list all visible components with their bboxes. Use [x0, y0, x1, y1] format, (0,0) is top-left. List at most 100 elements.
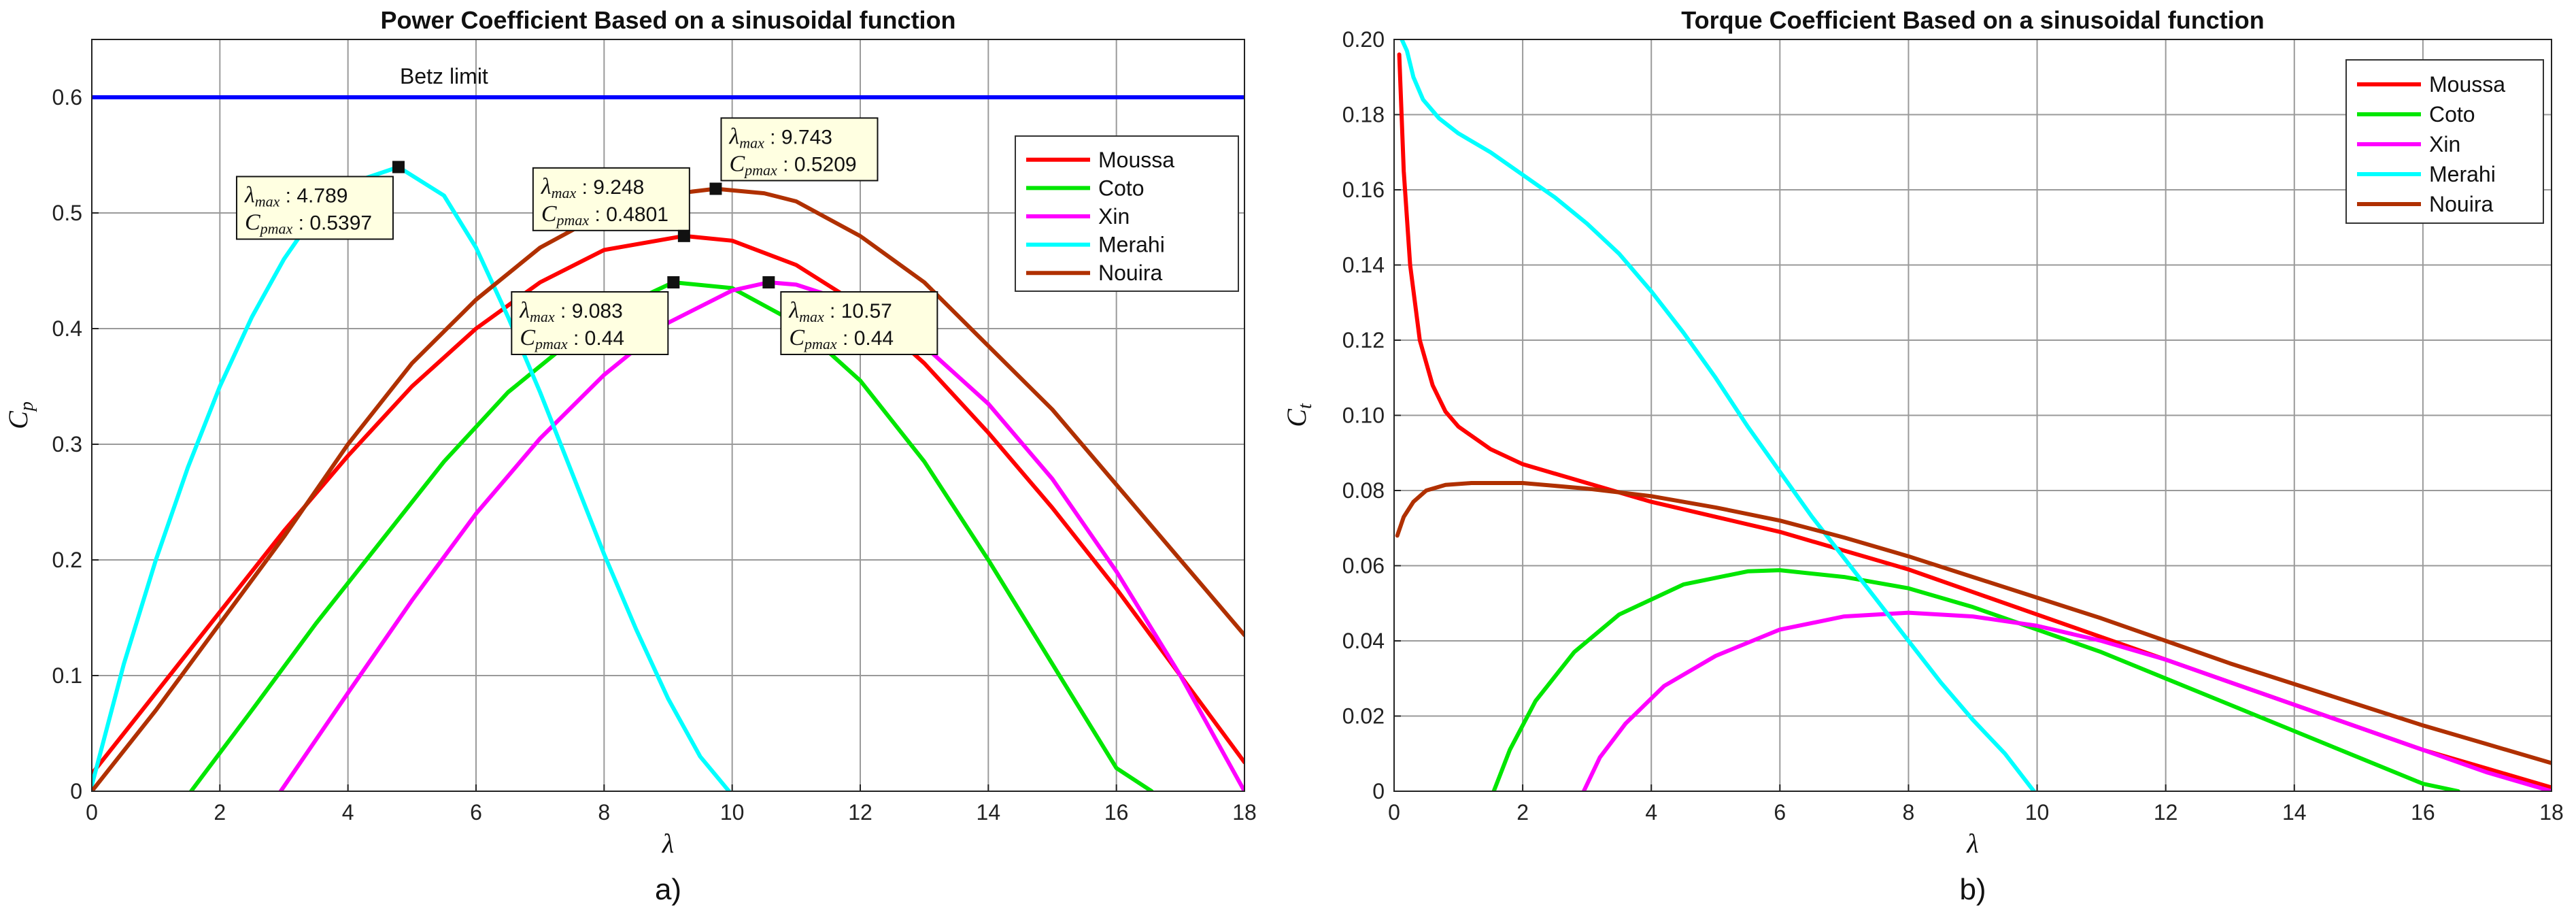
y-axis-label-group: Cp — [3, 401, 37, 429]
datatip-x-value: : — [279, 185, 296, 208]
y-axis-label-main: C — [1281, 408, 1312, 427]
y-tick-label: 0.06 — [1342, 554, 1385, 578]
legend-label-coto: Coto — [2429, 102, 2475, 127]
x-tick-label: 12 — [2154, 800, 2178, 825]
y-axis-label-subscript: p — [16, 401, 37, 412]
pmax-subscript: pmax — [259, 220, 293, 237]
x-tick-label: 0 — [1388, 800, 1400, 825]
datatip-marker — [762, 276, 775, 288]
lambda-symbol: λ — [788, 298, 799, 323]
chart-title: Torque Coefficient Based on a sinusoidal… — [1681, 6, 2264, 34]
datatip-y-number: 0.5209 — [794, 153, 857, 176]
datatip-y-label: Cpmax : 0.5209 — [729, 151, 856, 178]
legend-label-merahi: Merahi — [2429, 162, 2496, 186]
x-tick-label: 10 — [720, 800, 745, 825]
x-axis-label: λ — [1966, 828, 1978, 859]
series-line-merahi — [92, 165, 731, 791]
lambda-symbol: λ — [519, 298, 530, 323]
datatip-x-value: : — [824, 300, 841, 322]
x-tick-label: 14 — [2282, 800, 2307, 825]
x-tick-label: 16 — [1104, 800, 1129, 825]
x-tick-label: 12 — [848, 800, 872, 825]
max-subscript: max — [255, 193, 280, 210]
panel-label: b) — [1959, 873, 1986, 906]
legend-box — [2345, 59, 2544, 224]
datatip-marker — [709, 182, 722, 195]
y-tick-label: 0 — [1372, 779, 1385, 803]
legend-label-moussa: Moussa — [1098, 148, 1174, 172]
pmax-subscript: pmax — [556, 212, 590, 229]
series-line-xin — [1581, 610, 2552, 791]
betz-limit-label: Betz limit — [400, 64, 488, 88]
series-group — [1395, 39, 2552, 791]
chart-title: Power Coefficient Based on a sinusoidal … — [380, 6, 955, 34]
max-subscript: max — [552, 184, 577, 201]
legend-label-coto: Coto — [1098, 176, 1145, 200]
legend: Moussa Coto Xin Merahi Nouira — [1015, 135, 1239, 292]
legend-label-moussa: Moussa — [2429, 72, 2505, 97]
x-tick-label: 16 — [2411, 800, 2435, 825]
datatip-x-label: λmax : 9.083 — [519, 298, 622, 325]
datatip-y-value: : — [589, 203, 606, 226]
y-tick-label: 0.5 — [52, 201, 82, 225]
datatip-x-label: λmax : 4.789 — [244, 183, 348, 210]
x-tick-label: 6 — [1774, 800, 1786, 825]
y-tick-label: 0.4 — [52, 316, 82, 341]
datatip-y-label: Cpmax : 0.4801 — [541, 201, 668, 229]
y-axis-label: Cp — [3, 401, 37, 429]
axes-border — [91, 39, 1245, 792]
series-line-nouira — [92, 186, 1244, 791]
y-axis-label-subscript: t — [1295, 403, 1316, 409]
legend-label-xin: Xin — [2429, 132, 2460, 156]
datatip-marker — [677, 229, 690, 242]
cp-symbol: C — [541, 201, 557, 227]
datatip-y-number: 0.44 — [585, 327, 624, 350]
lambda-symbol: λ — [244, 183, 255, 208]
max-subscript: max — [739, 134, 764, 151]
y-tick-label: 0.08 — [1342, 478, 1385, 503]
datatip-y-value: : — [837, 327, 854, 350]
y-tick-label: 0.12 — [1342, 328, 1385, 352]
datatip-box — [720, 117, 879, 182]
legend-label-xin: Xin — [1098, 204, 1130, 229]
x-tick-label: 14 — [977, 800, 1001, 825]
datatip-box — [532, 167, 690, 231]
datatip-marker — [392, 161, 405, 173]
datatip-y-number: 0.4801 — [606, 203, 668, 226]
x-tick-label: 8 — [598, 800, 610, 825]
datatip-y-label: Cpmax : 0.5397 — [245, 210, 372, 237]
datatip-x-number: 9.743 — [781, 126, 832, 148]
series-line-merahi — [1400, 39, 2036, 791]
max-subscript: max — [530, 308, 555, 325]
legend-label-merahi: Merahi — [1098, 233, 1165, 257]
y-tick-label: 0.1 — [52, 663, 82, 688]
y-tick-label: 0.18 — [1342, 103, 1385, 127]
axes-border — [1393, 39, 2552, 792]
x-tick-label: 8 — [1903, 800, 1915, 825]
panel-label: a) — [655, 873, 681, 906]
series-line-coto — [1491, 568, 2460, 791]
x-axis-label: λ — [662, 828, 674, 859]
datatip-y-number: 0.44 — [854, 327, 894, 350]
y-tick-label: 0.04 — [1342, 629, 1385, 653]
datatip-y-value: : — [777, 153, 794, 176]
datatip-y-value: : — [292, 212, 309, 235]
x-tick-label: 4 — [342, 800, 354, 825]
y-tick-label: 0.6 — [52, 85, 82, 110]
y-axis-label-main: C — [3, 410, 33, 429]
datatip-y-label: Cpmax : 0.44 — [789, 325, 894, 352]
legend-label-nouira: Nouira — [2429, 192, 2493, 216]
datatip-y-number: 0.5397 — [309, 212, 372, 235]
y-tick-label: 0 — [70, 779, 82, 803]
y-axis-label: Ct — [1281, 403, 1316, 427]
datatip-box — [511, 291, 669, 355]
cp-symbol: C — [245, 210, 260, 235]
x-tick-label: 0 — [86, 800, 98, 825]
datatip-x-value: : — [576, 176, 593, 199]
pmax-subscript: pmax — [743, 161, 777, 178]
datatip-x-number: 10.57 — [841, 300, 892, 322]
